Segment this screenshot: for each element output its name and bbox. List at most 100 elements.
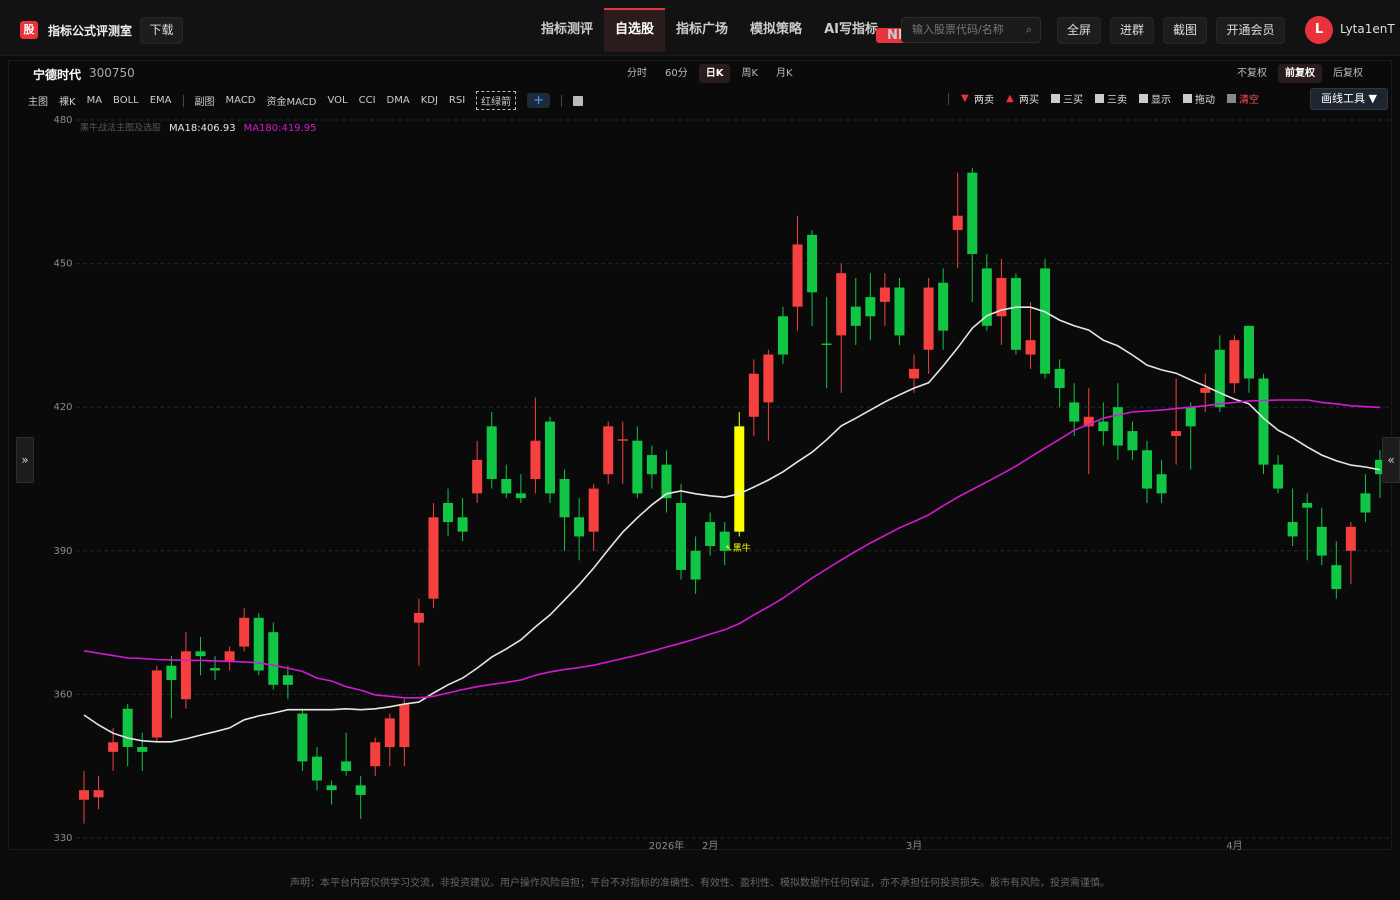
legend-entry: MA18:406.93 — [169, 123, 236, 134]
period-tab[interactable]: 日K — [698, 64, 731, 83]
signal-icon — [1183, 94, 1192, 103]
highlight-label: ↖黑牛 — [725, 542, 751, 554]
candle-body — [1156, 474, 1167, 494]
candle-body — [1142, 450, 1153, 489]
signal-item[interactable]: 显示 — [1139, 91, 1171, 106]
period-tab[interactable]: 分时 — [627, 68, 647, 79]
candle-body — [326, 785, 337, 791]
candle-body — [224, 651, 235, 661]
avatar[interactable]: L — [1305, 16, 1333, 44]
candle-body — [1083, 416, 1094, 427]
candle-body — [122, 708, 133, 748]
sub-indicator[interactable]: VOL — [327, 95, 348, 106]
candle-body — [909, 368, 920, 379]
main-indicator[interactable]: MA — [86, 95, 103, 106]
candle-body — [1185, 407, 1196, 427]
candle-body — [807, 234, 818, 293]
separator — [561, 94, 563, 107]
search-icon: ⌕ — [1025, 23, 1032, 36]
candle-body — [355, 785, 366, 795]
download-button[interactable]: 下载 — [140, 17, 183, 44]
candle-body — [676, 502, 687, 570]
candle-body — [734, 426, 745, 532]
sub-indicator[interactable]: RSI — [448, 95, 466, 106]
separator — [182, 94, 184, 107]
candle-body — [1316, 526, 1327, 556]
sub-indicator[interactable]: 红绿箭 — [476, 91, 517, 110]
sub-indicator[interactable]: MACD — [225, 95, 256, 106]
candle-body — [501, 479, 512, 494]
save-icon[interactable] — [573, 95, 584, 106]
y-tick-label: 450 — [53, 259, 72, 270]
adjust-tab[interactable]: 后复权 — [1333, 68, 1363, 79]
candle-body — [981, 268, 992, 326]
candle-body — [530, 440, 541, 479]
action-button[interactable]: 全屏 — [1057, 17, 1101, 44]
adjust-tab[interactable]: 不复权 — [1237, 68, 1267, 79]
period-tab[interactable]: 60分 — [665, 68, 688, 79]
period-tab[interactable]: 周K — [741, 68, 759, 79]
nav-item[interactable]: 模拟策略 — [750, 22, 803, 37]
adjust-tabs: 不复权 前复权 后复权 — [1230, 64, 1370, 83]
nav-item[interactable]: 自选股 — [604, 8, 666, 52]
signal-toolbar: ▼ 两卖 ▲ 两买 三买 三卖 显示 拖动 清空 — [948, 91, 1271, 106]
signal-item[interactable]: 拖动 — [1183, 91, 1215, 106]
signal-item[interactable]: ▲ 两买 — [1006, 91, 1039, 106]
candle-body — [108, 742, 119, 752]
sub-indicator[interactable]: CCI — [358, 95, 376, 106]
period-tabs: 分时 60分 日K 周K 月K — [620, 64, 800, 83]
candle-body — [1098, 421, 1109, 432]
add-indicator[interactable]: + — [527, 93, 551, 108]
main-indicator[interactable]: BOLL — [113, 95, 139, 106]
nav-item[interactable]: 指标广场 — [676, 22, 729, 37]
nav-item[interactable]: 指标测评 — [541, 22, 594, 37]
indicator-toolbar: 主图 裸K MA BOLL EMA 副图 MACD 资金MACD VOL CCI DMA KDJ RSI… — [28, 91, 594, 110]
ma-line — [83, 306, 1381, 743]
signal-item[interactable]: 三买 — [1051, 91, 1083, 106]
action-button[interactable]: 截图 — [1163, 17, 1207, 44]
sub-indicator[interactable]: KDJ — [420, 95, 438, 106]
candle-body — [1345, 526, 1356, 551]
disclaimer: 声明：本平台内容仅供学习交流，非投资建议。用户操作风险自担；平台不对指标的准确性… — [290, 878, 1110, 889]
main-indicator[interactable]: 裸K — [59, 97, 76, 108]
user-name[interactable]: Lyta1enT — [1340, 22, 1395, 36]
draw-tool-button[interactable]: 画线工具 ▼ — [1310, 88, 1388, 110]
candle-body — [646, 455, 657, 475]
candle-body — [952, 215, 963, 231]
candle-body — [1258, 378, 1269, 465]
y-tick-label: 390 — [53, 546, 72, 557]
candle-body — [384, 718, 395, 748]
signal-icon — [1227, 94, 1236, 103]
search-box[interactable]: 输入股票代码/名称 ⌕ — [901, 17, 1041, 43]
sub-indicator[interactable]: 资金MACD — [266, 97, 317, 108]
candle-body — [515, 493, 526, 499]
chart: 330 360 390 420 450 480 2026年 2月 3月 4月 ↖黑牛 黑牛战法主图及选… — [53, 115, 1392, 850]
signal-item[interactable]: 清空 — [1227, 91, 1259, 106]
candle-body — [967, 172, 978, 255]
period-tab[interactable]: 月K — [776, 68, 793, 79]
x-tick-label: 2月 — [702, 840, 718, 850]
sub-indicator[interactable]: DMA — [386, 95, 410, 106]
candle-body — [632, 440, 643, 494]
x-tick-label: 3月 — [906, 840, 922, 850]
adjust-tab[interactable]: 前复权 — [1278, 64, 1322, 83]
right-collapse[interactable]: « — [1382, 437, 1400, 483]
x-tick-label: 2026年 — [649, 839, 684, 850]
main-indicator[interactable]: EMA — [149, 95, 172, 106]
candle-body — [93, 790, 104, 798]
left-collapse[interactable]: » — [16, 437, 34, 483]
candle-body — [1331, 565, 1342, 590]
main-label: 主图 — [28, 97, 48, 108]
x-tick-label: 4月 — [1226, 840, 1242, 850]
action-button[interactable]: 进群 — [1110, 17, 1154, 44]
signal-icon — [1095, 94, 1104, 103]
signal-item[interactable]: ▼ 两卖 — [961, 91, 994, 106]
candle-body — [137, 747, 148, 752]
sub-label: 副图 — [194, 97, 215, 108]
signal-item[interactable]: 三卖 — [1095, 91, 1127, 106]
candle-body — [443, 502, 454, 523]
action-button[interactable]: 开通会员 — [1216, 17, 1285, 44]
candle-body — [690, 550, 701, 580]
signal-label: 显示 — [1151, 95, 1171, 106]
legend-entry: MA180:419.95 — [244, 123, 317, 134]
